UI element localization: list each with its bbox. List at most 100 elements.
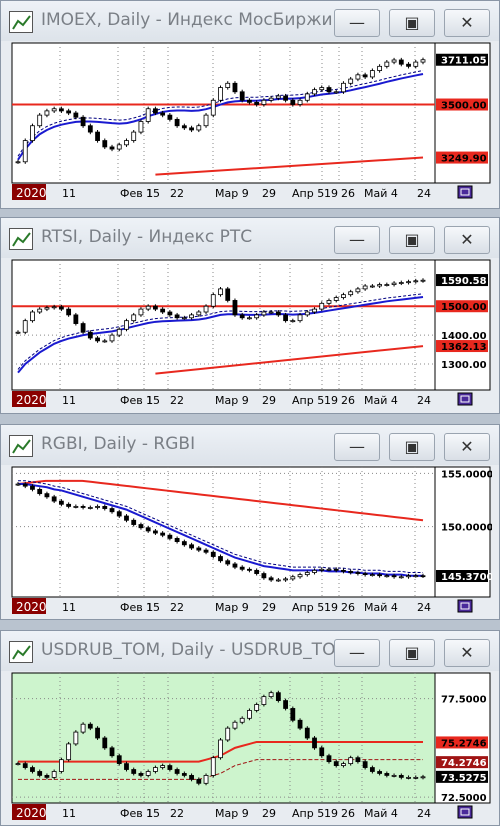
close-button[interactable]: ✕: [444, 639, 490, 667]
x-axis-label: 29: [262, 187, 276, 200]
x-axis-label: Фев 1: [120, 807, 153, 820]
title-bar[interactable]: RGBI, Daily - RGBI — ▣ ✕: [1, 425, 499, 465]
price-chart[interactable]: 77.5000 75.2746 74.2746 73.5275 72.5000 2020 1…: [10, 671, 492, 823]
scroll-end-button[interactable]: [457, 805, 473, 819]
window-title: RGBI, Daily - RGBI: [41, 434, 196, 454]
candle-body: [326, 755, 332, 763]
x-axis-label: Фев 1: [120, 394, 153, 407]
candle-body: [232, 82, 238, 93]
candle-body: [268, 311, 274, 314]
candle-body: [319, 568, 325, 571]
candle-body: [283, 700, 288, 709]
price-tag: 75.2746: [441, 738, 487, 749]
candle-body: [398, 576, 404, 579]
candle-body: [377, 574, 383, 577]
candle-body: [333, 297, 339, 301]
candle-body: [247, 317, 252, 320]
candle-body: [181, 125, 187, 129]
candle-body: [391, 282, 397, 285]
price-chart[interactable]: 155.0000 150.0000 145.3700 2020 11 Фев 115 22 М…: [10, 465, 492, 617]
minimize-button[interactable]: —: [334, 9, 380, 37]
candle-body: [355, 288, 361, 293]
candle-body: [283, 578, 288, 581]
candle-body: [369, 285, 375, 288]
candle-body: [297, 574, 303, 578]
candle-body: [102, 340, 108, 343]
close-button[interactable]: ✕: [444, 433, 490, 461]
window-title: RTSI, Daily - Индекс РТС: [41, 227, 253, 247]
candle-body: [44, 493, 50, 498]
maximize-button[interactable]: ▣: [389, 9, 435, 37]
moving-average-dashed: [18, 480, 423, 573]
x-axis-label: 24: [417, 807, 431, 820]
candle-body: [95, 727, 100, 739]
scroll-end-button[interactable]: [457, 185, 473, 199]
candle-body: [384, 61, 390, 67]
candle-body: [37, 488, 43, 495]
x-axis-label: Май 4: [364, 601, 398, 614]
price-tag: 1590.58: [441, 276, 487, 287]
close-icon: ✕: [460, 230, 474, 249]
x-axis-label: 11: [62, 807, 76, 820]
x-axis-label: 19: [324, 187, 338, 200]
candle-body: [406, 776, 411, 779]
candle-body: [66, 308, 72, 316]
x-axis-label: Апр 5: [292, 394, 324, 407]
candle-body: [167, 114, 173, 120]
minimize-button[interactable]: —: [334, 433, 380, 461]
chart-icon: [9, 228, 33, 250]
candle-body: [297, 314, 303, 322]
title-bar[interactable]: RTSI, Daily - Индекс РТС — ▣ ✕: [1, 218, 499, 258]
x-axis-label: Мар 9: [215, 394, 249, 407]
candle-body: [95, 506, 100, 508]
candle-body: [369, 574, 375, 577]
candle-body: [420, 59, 426, 63]
close-button[interactable]: ✕: [444, 226, 490, 254]
candle-body: [297, 99, 303, 105]
x-axis-label: 26: [341, 187, 355, 200]
window-title: USDRUB_TOM, Daily - USDRUB_TOM: [41, 640, 351, 660]
close-button[interactable]: ✕: [444, 9, 490, 37]
x-axis-label: 11: [62, 601, 76, 614]
candle-body: [153, 108, 158, 114]
price-tag: 1400.00: [441, 331, 487, 342]
candle-body: [319, 87, 325, 91]
candle-body: [160, 112, 166, 116]
candle-body: [51, 496, 57, 502]
maximize-button[interactable]: ▣: [389, 639, 435, 667]
candle-body: [232, 563, 238, 568]
scroll-end-button[interactable]: [457, 599, 473, 613]
moving-average: [17, 295, 424, 374]
candle-body: [73, 506, 79, 508]
x-axis-label: 24: [417, 394, 431, 407]
candle-body: [341, 294, 346, 298]
year-label: 2020: [16, 186, 47, 200]
x-axis-label: 15: [146, 187, 160, 200]
maximize-button[interactable]: ▣: [389, 433, 435, 461]
candle-body: [247, 99, 252, 103]
price-tag-bg: [436, 736, 488, 749]
candle-body: [261, 311, 267, 316]
candle-body: [326, 300, 332, 304]
title-bar[interactable]: IMOEX, Daily - Индекс МосБиржи — ▣ ✕: [1, 1, 499, 41]
candle-body: [102, 140, 108, 148]
candle-body: [30, 311, 35, 322]
candle-body: [377, 771, 383, 774]
maximize-button[interactable]: ▣: [389, 226, 435, 254]
scroll-end-button[interactable]: [457, 392, 473, 406]
candle-body: [58, 108, 64, 112]
title-bar[interactable]: USDRUB_TOM, Daily - USDRUB_TOM — ▣ ✕: [1, 631, 499, 671]
candle-body: [225, 727, 231, 741]
price-tag: 3711.05: [441, 56, 487, 67]
minimize-button[interactable]: —: [334, 639, 380, 667]
candle-body: [304, 311, 310, 316]
maximize-icon: ▣: [404, 13, 420, 32]
minimize-button[interactable]: —: [334, 226, 380, 254]
price-chart[interactable]: 3711.05 3500.00 3249.90 2020 11 Фев 115 22 Мар …: [10, 41, 492, 203]
candle-body: [275, 311, 281, 316]
year-tag-bg: [12, 598, 46, 614]
minimize-icon: —: [349, 13, 365, 32]
trend-line: [155, 345, 424, 375]
candle-body: [181, 317, 187, 320]
